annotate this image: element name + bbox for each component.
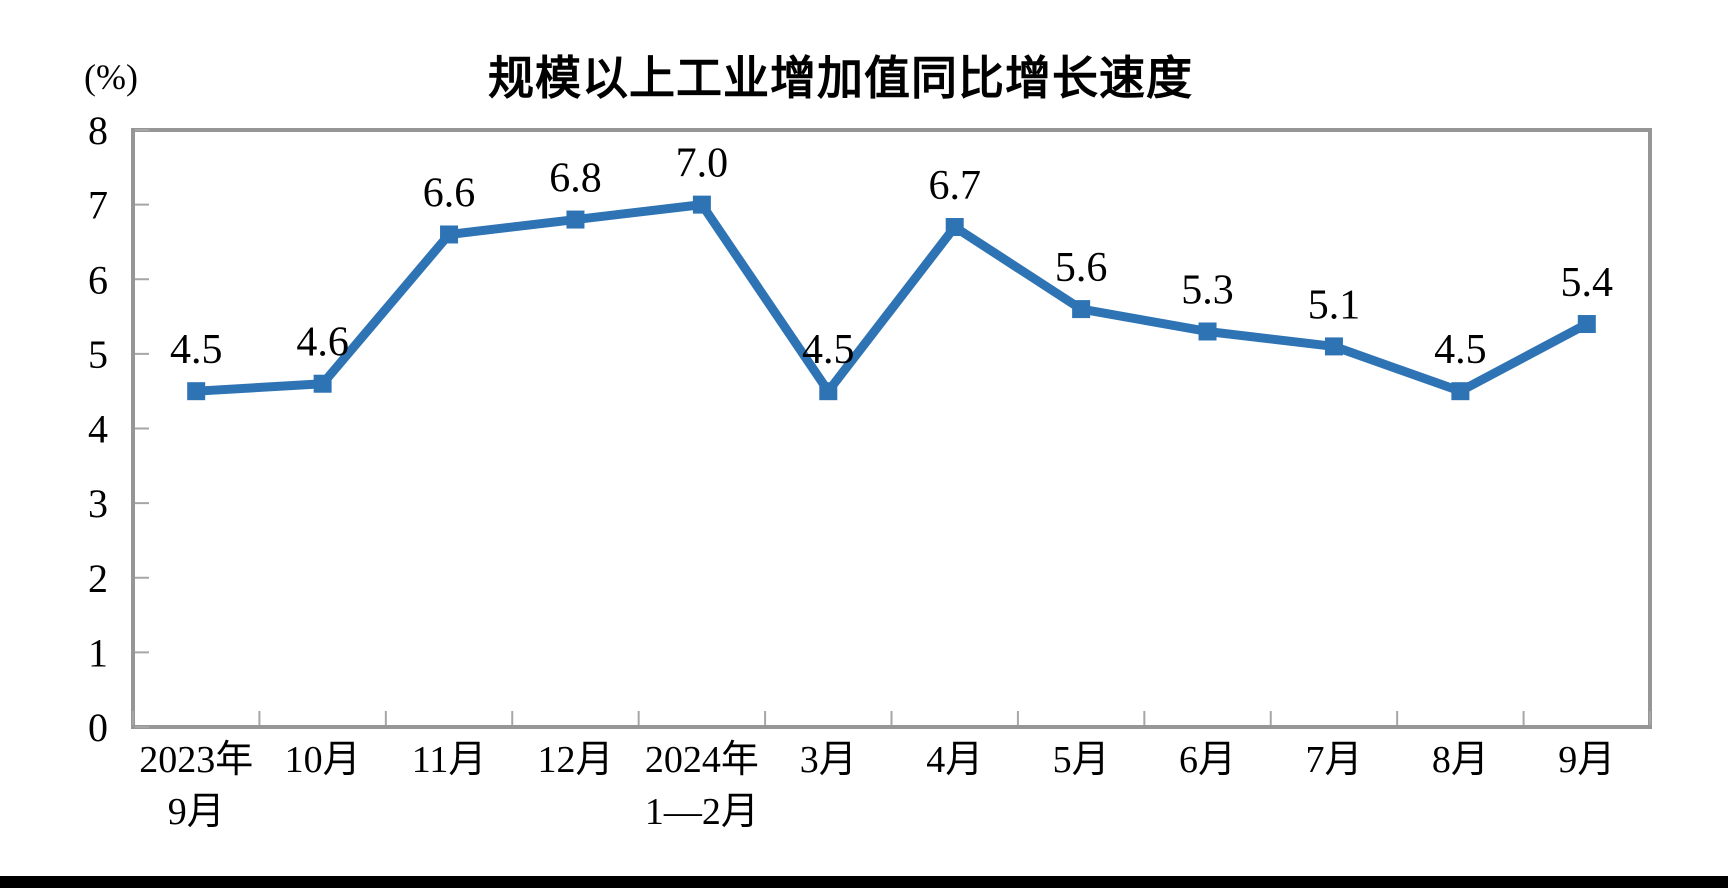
data-point-marker — [566, 210, 585, 229]
x-axis-category-label: 8月 — [1432, 739, 1489, 781]
x-axis-category-label-line: 9月 — [168, 791, 225, 833]
plot-border — [131, 128, 1652, 729]
y-axis-tick-label: 2 — [88, 556, 108, 601]
data-point-marker — [313, 374, 332, 393]
x-axis-category-label-line: 9月 — [1558, 739, 1615, 781]
x-axis-category-label: 4月 — [926, 739, 983, 781]
chart-title: 规模以上工业增加值同比增长速度 — [488, 52, 1193, 104]
data-point-label: 6.6 — [423, 170, 476, 216]
y-axis-tick-label: 1 — [88, 630, 108, 675]
data-point-label: 4.6 — [296, 320, 349, 366]
data-point-marker — [440, 225, 459, 244]
data-point-marker — [1072, 300, 1091, 319]
y-axis-tick-label: 6 — [88, 257, 108, 302]
page-bottom-divider — [0, 876, 1728, 888]
data-point-marker — [1451, 382, 1470, 401]
y-axis-tick-label: 0 — [88, 705, 108, 750]
x-axis-category-label-line: 6月 — [1179, 739, 1236, 781]
data-point-label: 5.1 — [1308, 282, 1361, 328]
data-point-label: 4.5 — [1434, 327, 1487, 373]
y-axis-tick-label: 5 — [88, 332, 108, 377]
data-point-label: 5.3 — [1181, 267, 1234, 313]
x-axis-category-label: 6月 — [1179, 739, 1236, 781]
data-point-label: 4.5 — [170, 327, 223, 373]
x-axis-category-label-line: 12月 — [537, 739, 613, 781]
data-point-marker — [1198, 322, 1217, 341]
x-axis-category-label-line: 4月 — [926, 739, 983, 781]
x-axis-category-label: 12月 — [537, 739, 613, 781]
data-point-label: 4.5 — [802, 327, 855, 373]
x-axis-category-label: 2024年 1—2月 — [645, 739, 759, 833]
data-point-marker — [187, 382, 206, 401]
x-axis-category-label: 10月 — [285, 739, 361, 781]
data-point-label: 5.6 — [1055, 245, 1108, 291]
y-axis-tick-label: 8 — [88, 108, 108, 153]
x-axis-category-label-line: 8月 — [1432, 739, 1489, 781]
x-axis-category-label-line: 7月 — [1305, 739, 1362, 781]
data-point-marker — [692, 195, 711, 214]
x-axis-category-label-line: 11月 — [412, 739, 487, 781]
x-axis-category-label: 3月 — [800, 739, 857, 781]
data-point-label: 6.7 — [928, 163, 981, 209]
y-axis-unit-label: (%) — [84, 57, 138, 97]
x-axis-category-label: 11月 — [412, 739, 487, 781]
x-axis-category-label-line: 5月 — [1053, 739, 1110, 781]
x-axis-category-label-line: 2023年 — [139, 739, 253, 781]
data-line — [191, 200, 1592, 396]
x-axis-category-label: 2023年 9月 — [139, 739, 253, 833]
data-point-marker — [819, 382, 838, 401]
y-axis-tick-label: 3 — [88, 481, 108, 526]
x-axis-category-label-line: 2024年 — [645, 739, 759, 781]
x-axis-category-label-line: 1—2月 — [645, 791, 759, 833]
x-axis-category-label: 5月 — [1053, 739, 1110, 781]
data-point-marker — [945, 218, 964, 237]
y-axis-tick-label: 4 — [88, 407, 108, 452]
data-point-label: 7.0 — [676, 141, 729, 187]
data-point-label: 6.8 — [549, 156, 602, 202]
x-axis-category-label-line: 3月 — [800, 739, 857, 781]
data-point-marker — [1577, 315, 1596, 334]
data-point-label: 5.4 — [1561, 260, 1614, 306]
data-point-marker — [1324, 337, 1343, 356]
x-axis-category-label: 9月 — [1558, 739, 1615, 781]
x-axis-category-label: 7月 — [1305, 739, 1362, 781]
x-axis-category-label-line: 10月 — [285, 739, 361, 781]
y-axis-tick-label: 7 — [88, 183, 108, 228]
